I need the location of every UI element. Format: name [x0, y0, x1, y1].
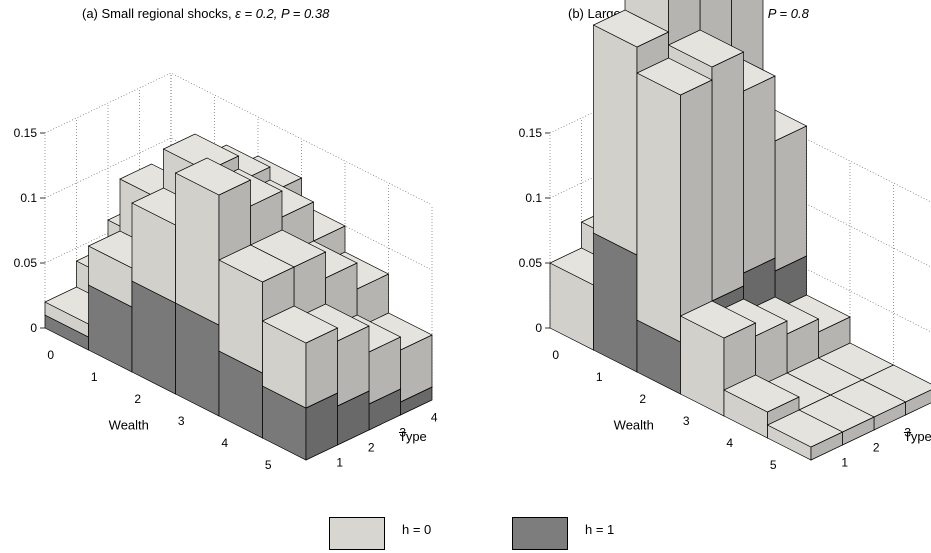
z-tick-label: 0.1: [525, 191, 542, 205]
x-axis-label: Wealth: [109, 418, 149, 433]
x-tick-label: 1: [596, 370, 603, 384]
z-tick-label: 0.05: [14, 256, 38, 270]
x-tick-label: 4: [726, 436, 733, 450]
panel-a: (a) Small regional shocks, ε = 0.2, P = …: [14, 6, 438, 472]
y-axis-label: Type: [399, 429, 427, 444]
y-axis-label: Type: [904, 429, 931, 444]
x-tick-label: 0: [47, 348, 54, 362]
z-tick-label: 0.05: [519, 256, 543, 270]
x-tick-label: 2: [134, 392, 141, 406]
z-tick-label: 0: [535, 321, 542, 335]
grid: [44, 72, 433, 401]
x-tick-label: 3: [178, 414, 185, 428]
legend-swatch-h1: [512, 517, 568, 550]
y-tick-label: 2: [368, 441, 375, 455]
y-tick-label: 4: [431, 411, 438, 425]
x-tick-label: 5: [265, 458, 272, 472]
bars: [44, 133, 433, 461]
z-tick-label: 0.15: [519, 126, 543, 140]
y-tick-label: 3: [399, 426, 406, 440]
legend-label-h1: h = 1: [585, 522, 615, 537]
bar-h0: [261, 305, 339, 409]
legend-label-h0: h = 0: [402, 522, 432, 537]
z-tick-label: 0: [30, 321, 37, 335]
y-tick-label: 3: [904, 426, 911, 440]
y-tick-label: 1: [841, 456, 848, 470]
x-tick-label: 5: [770, 458, 777, 472]
z-tick-label: 0.15: [14, 126, 38, 140]
y-tick-label: 1: [336, 456, 343, 470]
bars: [549, 0, 931, 461]
x-tick-label: 3: [683, 414, 690, 428]
x-axis-label: Wealth: [614, 418, 654, 433]
x-tick-label: 1: [91, 370, 98, 384]
legend-swatch-h0: [329, 517, 385, 550]
panel-a-title: (a) Small regional shocks, ε = 0.2, P = …: [82, 6, 330, 21]
y-tick-label: 2: [873, 441, 880, 455]
bar-h0: [766, 409, 844, 461]
bar-h0: [636, 57, 713, 343]
x-tick-label: 0: [552, 348, 559, 362]
panel-b: (b) Large regional shocks, ε = 1.5, P = …: [519, 0, 931, 472]
z-tick-label: 0.1: [20, 191, 37, 205]
x-tick-label: 2: [639, 392, 646, 406]
x-tick-label: 4: [221, 436, 228, 450]
